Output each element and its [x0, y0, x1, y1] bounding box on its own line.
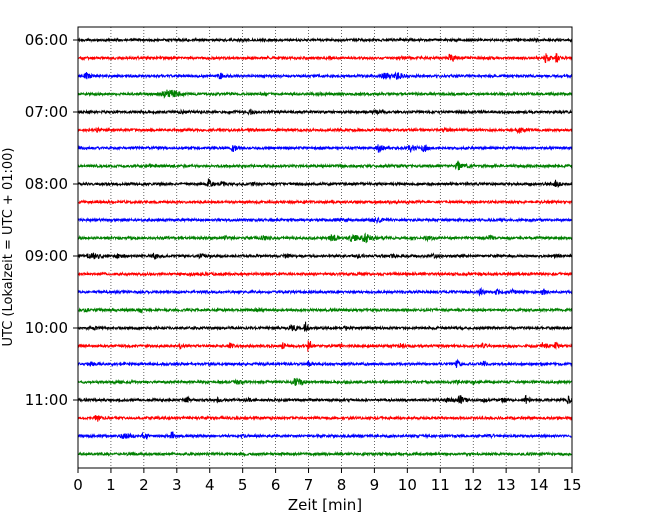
x-tick-label: 5: [238, 476, 248, 494]
trace-1100: [77, 394, 573, 405]
y-tick-label: 10:00: [25, 319, 68, 337]
seismic-traces: [77, 36, 573, 458]
trace-1000: [77, 321, 573, 333]
trace-1130: [77, 431, 573, 440]
y-tick-label: 08:00: [25, 175, 68, 193]
x-tick-label: 3: [172, 476, 182, 494]
x-tick-label: 9: [370, 476, 380, 494]
trace-1045: [77, 377, 573, 386]
x-tick-label: 1: [106, 476, 116, 494]
x-tick-label: 6: [271, 476, 281, 494]
trace-1145: [77, 450, 573, 458]
trace-0800: [77, 178, 573, 189]
x-axis-ticks: 0 1 2 3 4 5 6 7 8 9 10 11 12 13 14 15: [73, 468, 582, 494]
x-tick-label: 7: [304, 476, 314, 494]
trace-0615: [77, 53, 573, 64]
trace-0930: [77, 286, 573, 297]
x-tick-label: 14: [530, 476, 549, 494]
trace-1030: [77, 358, 573, 369]
trace-0645: [77, 89, 573, 99]
trace-0915: [77, 270, 573, 278]
plot-frame: [77, 26, 573, 469]
y-tick-label: 09:00: [25, 247, 68, 265]
trace-0745: [77, 160, 573, 171]
y-tick-label: 11:00: [25, 391, 68, 409]
trace-1115: [77, 414, 573, 422]
x-tick-label: 4: [205, 476, 215, 494]
trace-1015: [77, 340, 573, 352]
x-tick-label: 13: [497, 476, 516, 494]
trace-0845: [77, 232, 573, 244]
x-axis-label: Zeit [min]: [288, 496, 362, 514]
y-tick-label: 07:00: [25, 103, 68, 121]
x-tick-label: 10: [398, 476, 417, 494]
y-axis-label: UTC (Lokalzeit = UTC + 01:00): [1, 148, 16, 347]
x-tick-label: 0: [73, 476, 83, 494]
x-tick-label: 8: [337, 476, 347, 494]
trace-0630: [77, 71, 573, 81]
x-tick-label: 12: [464, 476, 483, 494]
x-tick-label: 15: [562, 476, 581, 494]
trace-0945: [77, 306, 573, 315]
x-tick-label: 11: [431, 476, 450, 494]
trace-0830: [77, 216, 573, 225]
x-tick-label: 2: [139, 476, 149, 494]
trace-0600: [77, 36, 573, 44]
y-tick-label: 06:00: [25, 31, 68, 49]
trace-0900: [77, 252, 573, 260]
trace-0715: [77, 126, 573, 135]
y-axis-ticks: 06:00 07:00 08:00 09:00 10:00 11:00: [25, 31, 78, 409]
trace-0815: [77, 198, 573, 206]
trace-0700: [77, 108, 573, 116]
trace-0730: [77, 144, 573, 153]
